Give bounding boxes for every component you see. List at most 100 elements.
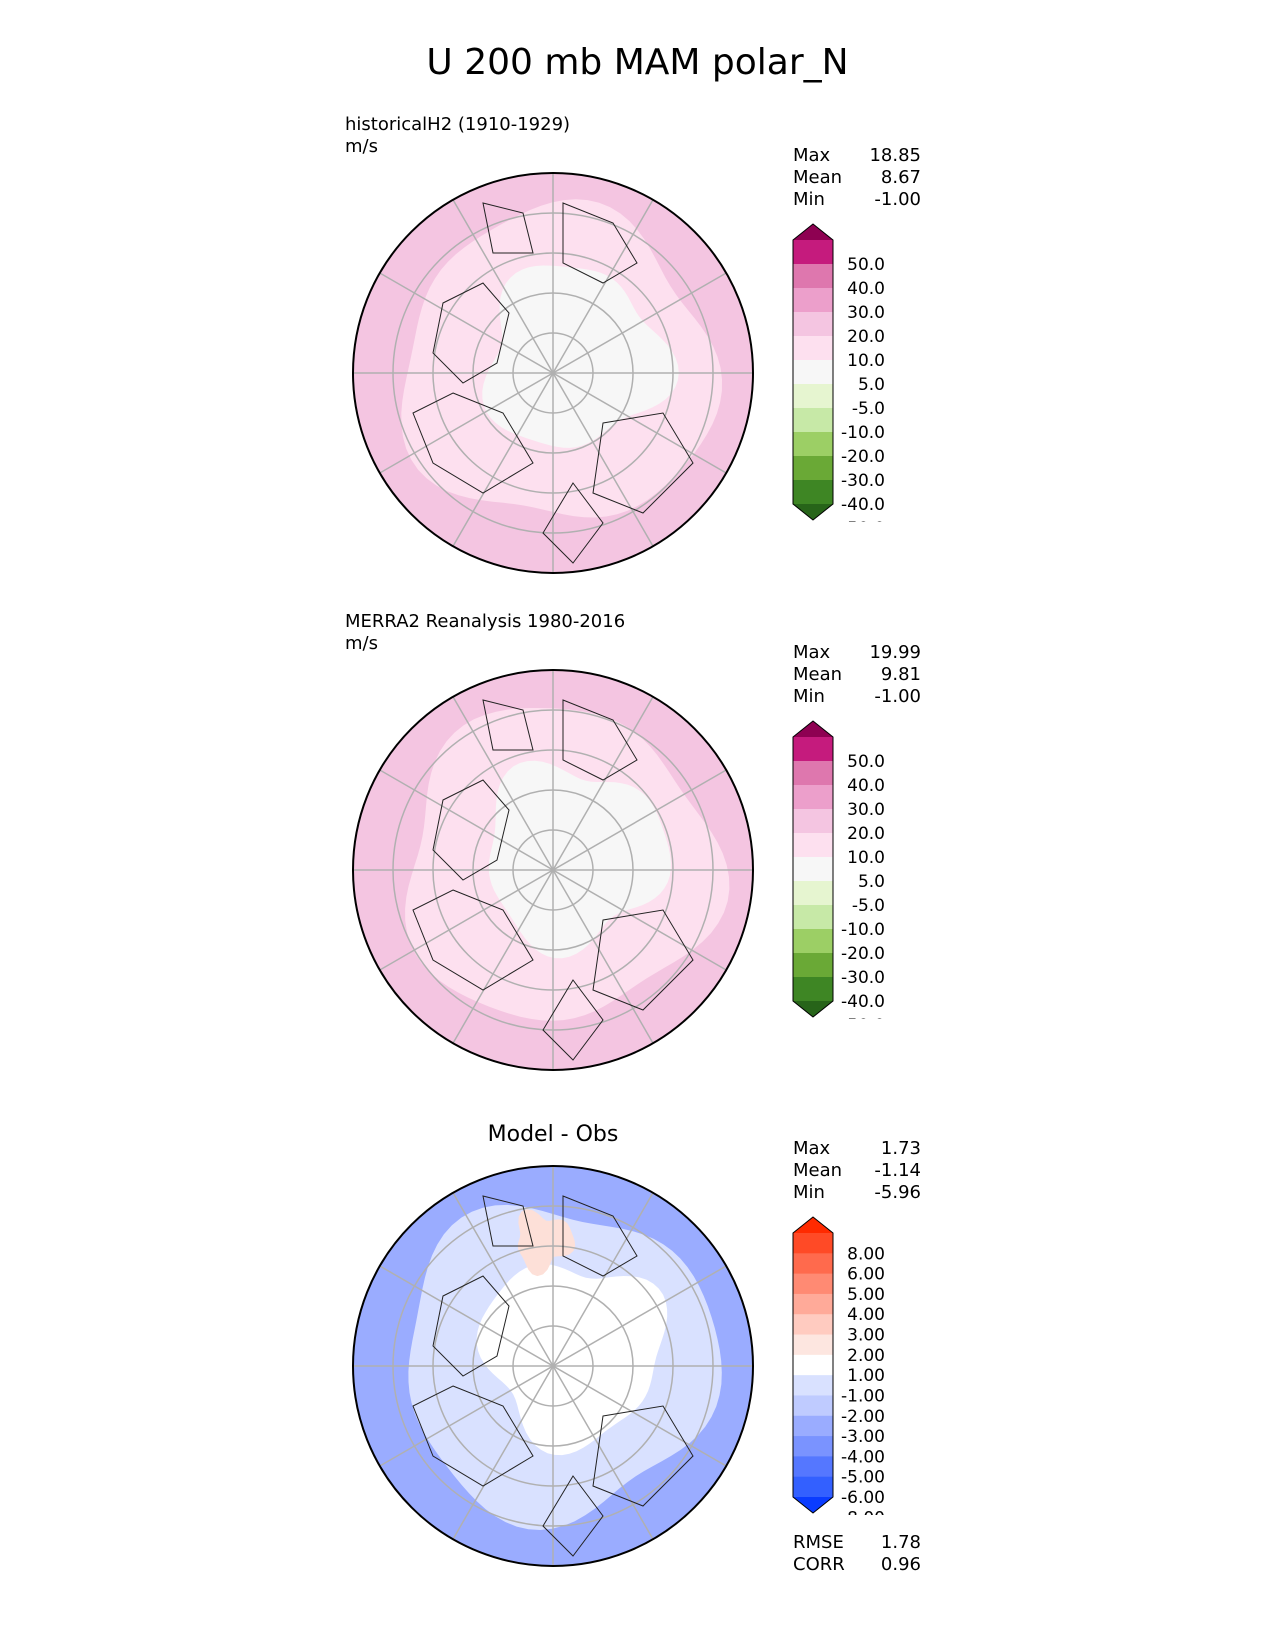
colorbar-tick-label: -20.0: [841, 944, 885, 964]
coastline: [432, 282, 510, 384]
panel3-metrics: RMSE 1.78 CORR 0.96: [793, 1532, 921, 1576]
field-positive-patch: [517, 1209, 576, 1277]
colorbar-bottom-extension: [793, 1497, 833, 1513]
coastline: [412, 889, 534, 991]
colorbar-swatch: [793, 1456, 833, 1478]
colorbar-swatch: [793, 1375, 833, 1396]
meridian-line: [379, 769, 727, 971]
colorbar-swatch: [793, 1436, 833, 1457]
panel2-title: MERRA2 Reanalysis 1980-2016: [345, 611, 626, 632]
stat-mean-label: Mean: [793, 1160, 843, 1181]
colorbar-swatch: [793, 929, 833, 954]
coastline: [542, 482, 604, 564]
coastline: [482, 699, 534, 751]
colorbar-tick-label: 30.0: [847, 303, 885, 323]
coastline: [592, 909, 694, 1011]
stat-max-label: Max: [793, 1138, 831, 1159]
colorbar-swatch: [793, 480, 833, 505]
panel2-units: m/s: [345, 633, 378, 654]
stat-min-value: -1.00: [874, 686, 921, 707]
colorbar-tick-label: 5.00: [847, 1285, 885, 1305]
coastline: [412, 1385, 534, 1487]
stat-mean-label: Mean: [793, 167, 843, 188]
colorbar-tick-label: -30.0: [841, 471, 885, 491]
colorbar-swatch: [793, 833, 833, 858]
colorbar-top-extension: [793, 224, 833, 240]
rmse-value: 1.78: [880, 1532, 921, 1553]
coastline: [562, 202, 638, 284]
coastline: [592, 412, 694, 514]
colorbar-tick-label: -50.0: [841, 1016, 885, 1019]
coastline: [562, 699, 638, 781]
colorbar-swatch: [793, 336, 833, 361]
colorbar-tick-label: 30.0: [847, 800, 885, 820]
stat-mean-value: 9.81: [880, 664, 921, 685]
map-boundary: [352, 669, 754, 1071]
stat-max-value: 18.85: [869, 145, 921, 166]
field-inner-band: [476, 1264, 668, 1456]
stat-min-label: Min: [793, 189, 825, 210]
colorbar-swatch: [793, 432, 833, 457]
stat-min-value: -5.96: [874, 1182, 921, 1203]
colorbar-swatch: [793, 1415, 833, 1437]
field-inner-band: [488, 760, 671, 959]
colorbar-swatch: [793, 360, 833, 385]
colorbar-tick-label: -30.0: [841, 968, 885, 988]
colorbar-swatch: [793, 312, 833, 337]
colorbar-swatch: [793, 809, 833, 834]
colorbar-tick-label: 20.0: [847, 824, 885, 844]
rmse-label: RMSE: [793, 1532, 844, 1553]
coastline: [412, 392, 534, 494]
colorbar-top-extension: [793, 721, 833, 737]
colorbar-tick-label: -20.0: [841, 447, 885, 467]
colorbar-swatch: [793, 953, 833, 978]
colorbar-tick-label: -50.0: [841, 519, 885, 522]
colorbar-tick-label: -40.0: [841, 495, 885, 515]
colorbar-tick-label: 50.0: [847, 255, 885, 275]
stat-max-value: 1.73: [880, 1138, 921, 1159]
colorbar-tick-label: 20.0: [847, 327, 885, 347]
colorbar-swatch: [793, 737, 833, 762]
colorbar-tick-label: -5.0: [852, 399, 885, 419]
colorbar-tick-label: 5.0: [858, 872, 885, 892]
colorbar-swatch: [793, 1354, 833, 1376]
colorbar-tick-label: 10.0: [847, 351, 885, 371]
stat-max-value: 19.99: [869, 642, 921, 663]
colorbar-swatch: [793, 857, 833, 882]
colorbar-tick-label: -40.0: [841, 992, 885, 1012]
coastline: [482, 202, 534, 254]
map-field: [353, 670, 753, 1070]
map-field: [353, 1166, 753, 1566]
colorbar-swatch: [793, 761, 833, 786]
figure-title: U 200 mb MAM polar_N: [426, 42, 849, 83]
colorbar-swatch: [793, 1233, 833, 1254]
colorbar-swatch: [793, 785, 833, 810]
colorbar-tick-label: 4.00: [847, 1305, 885, 1325]
stat-min-label: Min: [793, 1182, 825, 1203]
colorbar-tick-label: 40.0: [847, 279, 885, 299]
colorbar-bottom-extension: [793, 504, 833, 520]
colorbar-swatch: [793, 1293, 833, 1315]
colorbar-tick-label: -3.00: [841, 1427, 885, 1447]
colorbar-outline: [792, 720, 834, 1018]
panel1-units: m/s: [345, 136, 378, 157]
panel2-stats: Max 19.99 Mean 9.81 Min -1.00: [793, 642, 921, 708]
colorbar-outline: [792, 1216, 834, 1514]
colorbar-swatch: [793, 264, 833, 289]
panel3-stats: Max 1.73 Mean -1.14 Min -5.96: [793, 1138, 921, 1204]
coastline: [542, 1475, 604, 1557]
colorbar-swatch: [793, 1476, 833, 1498]
colorbar-tick-label: -2.00: [841, 1407, 885, 1427]
colorbar-tick-label: 2.00: [847, 1346, 885, 1366]
colorbar-swatch: [793, 456, 833, 481]
corr-value: 0.96: [880, 1554, 921, 1575]
colorbar-tick-label: 1.00: [847, 1366, 885, 1386]
colorbar-tick-label: -6.00: [841, 1488, 885, 1508]
colorbar-swatch: [793, 1253, 833, 1275]
coastline: [542, 979, 604, 1061]
colorbar-bottom-extension: [793, 1001, 833, 1017]
panel1-title: historicalH2 (1910-1929): [345, 114, 571, 135]
colorbar-swatch: [793, 384, 833, 409]
stat-max-label: Max: [793, 642, 831, 663]
panel3-colorbar: 8.006.005.004.003.002.001.00-1.00-2.00-3…: [792, 1216, 885, 1515]
